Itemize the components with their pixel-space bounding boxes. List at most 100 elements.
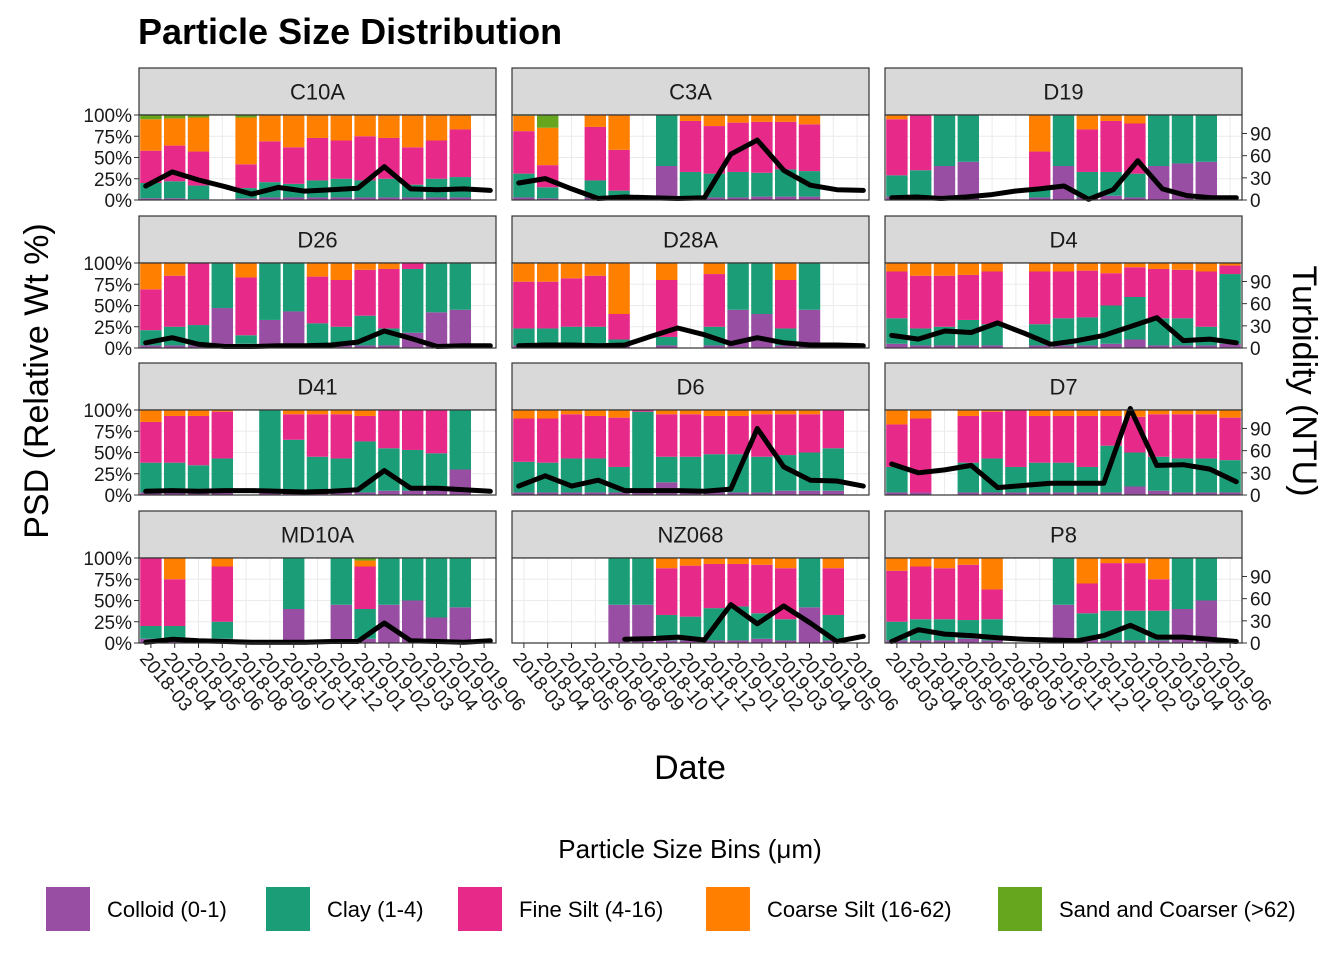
bar-segment: [1076, 115, 1099, 130]
bar-segment: [378, 115, 400, 138]
facet-label: D7: [1049, 375, 1077, 400]
bar-segment: [909, 492, 932, 495]
facet-label: D6: [676, 375, 704, 400]
bar-segment: [354, 415, 376, 442]
bar-segment: [378, 268, 400, 329]
bar-segment: [957, 115, 980, 162]
bar-segment: [1124, 558, 1146, 564]
bar-segment: [933, 275, 956, 327]
bar-segment: [886, 343, 908, 348]
bar-segment: [235, 263, 257, 278]
bar-segment: [259, 115, 281, 142]
bar-segment: [1100, 273, 1122, 306]
bar-segment: [655, 166, 678, 200]
bar-segment: [306, 456, 329, 491]
bar-segment: [798, 263, 821, 310]
bar-segment: [259, 197, 281, 200]
facet-strip: [138, 67, 497, 116]
bar-segment: [1052, 318, 1075, 346]
bar-segment: [330, 492, 353, 495]
bar-segment: [1124, 563, 1146, 611]
legend-key: [458, 887, 502, 931]
bar-segment: [632, 558, 654, 605]
bar-segment: [1028, 415, 1051, 463]
bar-segment: [886, 492, 908, 495]
bar-segment: [1100, 558, 1122, 564]
facet-label: C3A: [669, 80, 712, 105]
bar-segment: [933, 345, 956, 348]
bar-segment: [679, 456, 702, 493]
bar-segment: [211, 308, 234, 348]
bar-segment: [536, 328, 559, 346]
bar-segment: [401, 115, 424, 148]
bar-segment: [981, 410, 1003, 412]
bar-segment: [608, 410, 630, 418]
bar-segment: [822, 568, 845, 615]
bar-segment: [886, 424, 908, 467]
y2-tick-label: 30: [1250, 464, 1271, 485]
bar-segment: [751, 196, 773, 200]
bar-segment: [378, 178, 400, 198]
y-tick-label: 75%: [94, 127, 132, 148]
y2-tick-label: 0: [1250, 486, 1261, 507]
bar-segment: [1052, 271, 1075, 319]
bar-segment: [211, 566, 234, 622]
bar-segment: [140, 150, 162, 183]
bar-segment: [1052, 462, 1075, 493]
bar-segment: [330, 558, 353, 605]
bar-segment: [449, 115, 472, 130]
bar-segment: [632, 492, 654, 495]
y-tick-label: 50%: [94, 149, 132, 170]
bar-segment: [933, 115, 956, 166]
bar-segment: [981, 589, 1003, 620]
bar-segment: [425, 140, 448, 179]
bar-segment: [751, 172, 773, 197]
bar-segment: [957, 638, 980, 643]
bar-segment: [1076, 492, 1099, 495]
bar-segment: [774, 558, 797, 569]
bar-segment: [354, 492, 376, 495]
bar-segment: [727, 122, 749, 172]
bar-segment: [163, 558, 186, 580]
bar-segment: [584, 263, 607, 276]
panel-border: [511, 114, 870, 201]
bar-segment: [1171, 345, 1194, 348]
bar-segment: [679, 565, 702, 617]
turbidity-line: [889, 315, 1239, 347]
bar-segment: [354, 136, 376, 181]
bar-segment: [1219, 263, 1241, 266]
bar-segment: [703, 263, 726, 275]
bar-segment: [211, 263, 234, 309]
bar-segment: [330, 604, 353, 643]
bar-segment: [401, 600, 424, 643]
bar-segment: [140, 492, 162, 495]
bar-segment: [1147, 414, 1170, 457]
bar-segment: [536, 187, 559, 199]
bar-segment: [886, 119, 908, 176]
bar-segment: [1100, 410, 1122, 416]
turbidity-line: [889, 158, 1239, 202]
bar-segment: [1100, 415, 1122, 446]
bar-segment: [798, 124, 821, 172]
bar-segment: [401, 263, 424, 269]
facet-label: D19: [1043, 80, 1083, 105]
y-tick-label: 0%: [105, 339, 133, 360]
bar-segment: [449, 309, 472, 348]
bar-segment: [536, 418, 559, 463]
bar-segment: [751, 492, 773, 495]
bar-segment: [425, 453, 448, 491]
bar-segment: [187, 115, 210, 118]
bar-segment: [1100, 305, 1122, 344]
bar-segment: [235, 117, 257, 165]
y2-tick-label: 0: [1250, 191, 1261, 212]
bar-segment: [401, 490, 424, 495]
facet-strip: [884, 67, 1243, 116]
bar-segment: [1100, 195, 1122, 200]
bar-segment: [1100, 563, 1122, 611]
bar-segment: [1124, 263, 1146, 268]
bar-segment: [584, 115, 607, 127]
bar-segment: [354, 269, 376, 316]
bar-segment: [774, 414, 797, 456]
y-tick-label: 25%: [94, 465, 132, 486]
